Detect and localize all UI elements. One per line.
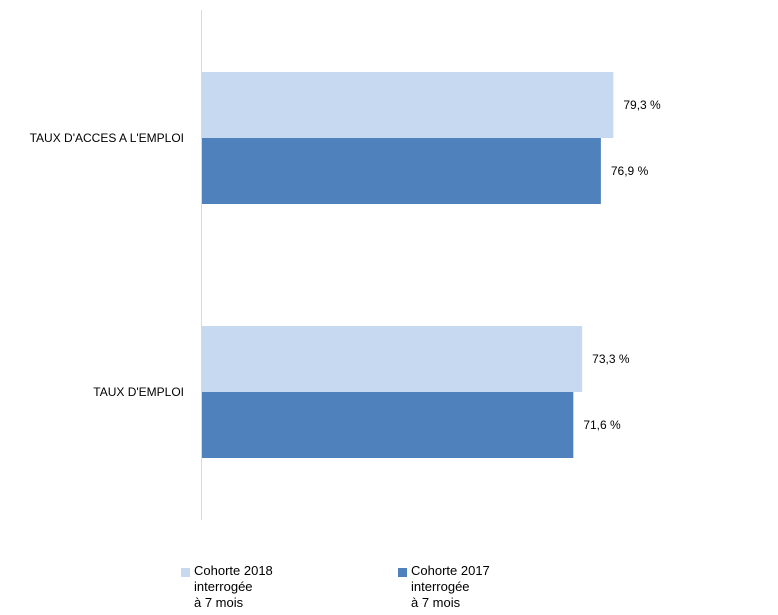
legend: Cohorte 2018 interrogée à 7 mois Cohorte…: [0, 563, 778, 615]
data-label-taux-d-emploi-series-0: 73,3 %: [592, 352, 630, 366]
data-label-taux-d-acces-a-l-emploi-series-0: 79,3 %: [623, 98, 661, 112]
data-labels: 79,3 % 76,9 % 73,3 % 71,6 %: [583, 98, 661, 432]
legend-label-cohorte-2017: Cohorte 2017 interrogée à 7 mois: [411, 563, 490, 610]
legend-label-cohorte-2018: Cohorte 2018 interrogée à 7 mois: [194, 563, 273, 610]
category-labels: TAUX D'ACCES A L'EMPLOI TAUX D'EMPLOI: [30, 131, 184, 399]
data-label-taux-d-acces-a-l-emploi-series-1: 76,9 %: [611, 164, 649, 178]
bar-chart: TAUX D'ACCES A L'EMPLOI TAUX D'EMPLOI 79,…: [30, 10, 661, 520]
legend-item-cohorte-2018: Cohorte 2018 interrogée à 7 mois: [181, 563, 273, 611]
category-label-taux-d-emploi: TAUX D'EMPLOI: [93, 385, 184, 399]
data-label-taux-d-emploi-series-1: 71,6 %: [583, 418, 621, 432]
category-label-taux-d-acces-a-l-emploi: TAUX D'ACCES A L'EMPLOI: [30, 131, 184, 145]
legend-item-cohorte-2017: Cohorte 2017 interrogée à 7 mois: [398, 563, 490, 611]
bar-taux-d-emploi-series-0: [201, 326, 583, 392]
legend-swatch-cohorte-2017: [398, 568, 407, 577]
bar-taux-d-acces-a-l-emploi-series-1: [201, 138, 601, 204]
legend-swatch-cohorte-2018: [181, 568, 190, 577]
bar-taux-d-acces-a-l-emploi-series-0: [201, 72, 614, 138]
bar-taux-d-emploi-series-1: [201, 392, 574, 458]
bars: [201, 72, 614, 458]
